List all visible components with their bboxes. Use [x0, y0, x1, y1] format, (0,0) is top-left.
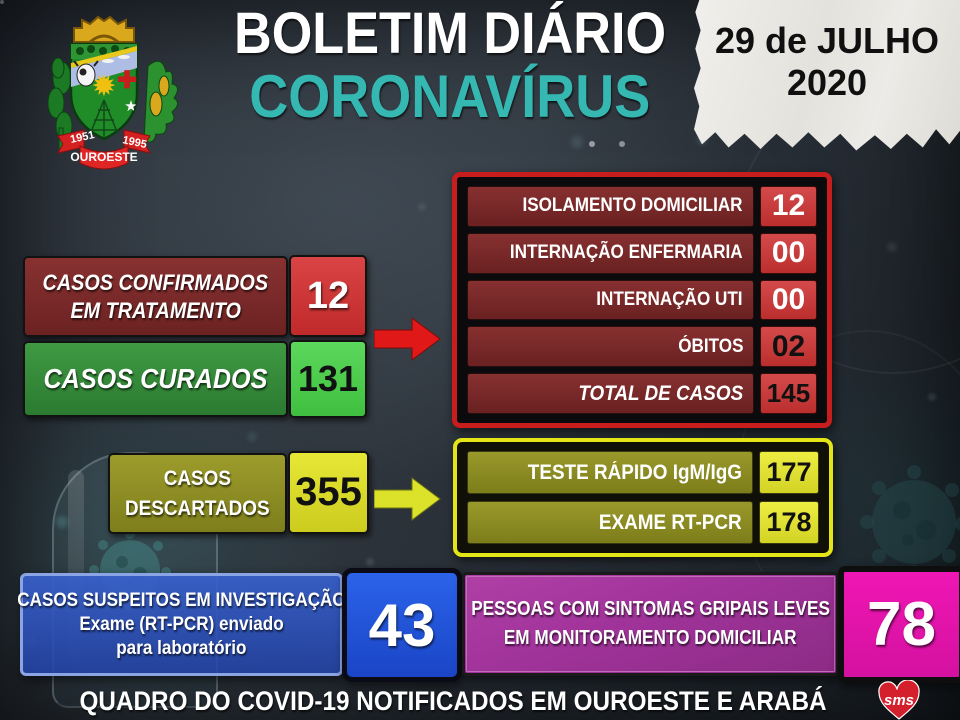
ouroeste-coat-of-arms: ✹ ✚ ★ 1951 1995 OUROESTE	[47, 15, 178, 170]
discarded-cases-card: CASOS DESCARTADOS	[108, 453, 287, 534]
row-label: INTERNAÇÃO UTI	[596, 288, 743, 310]
monitoring-line2: EM MONITORAMENTO DOMICILIAR	[504, 627, 797, 649]
footer-text: QUADRO DO COVID-19 NOTIFICADOS EM OUROES…	[79, 685, 827, 716]
row-label: ISOLAMENTO DOMICILIAR	[522, 195, 743, 217]
discarded-label-line2: DESCARTADOS	[125, 496, 270, 520]
row-label: TESTE RÁPIDO IgM/IgG	[527, 460, 742, 484]
crest-city-name: OUROESTE	[70, 150, 137, 164]
star-icon: ★	[124, 98, 137, 115]
yellow-arrow-icon	[374, 477, 441, 521]
crest-year-left: 1951	[69, 129, 95, 146]
page-title-line1: BOLETIM DIÁRIO	[233, 1, 667, 66]
red-arrow-icon	[374, 317, 441, 361]
sms-logo-text: sms	[884, 692, 914, 709]
cross-icon: ✚	[117, 67, 137, 94]
tests-table: TESTE RÁPIDO IgM/IgG 177 EXAME RT-PCR 17…	[453, 438, 833, 557]
row-value: 177	[759, 451, 819, 494]
sun-icon: ✹	[91, 70, 116, 103]
hospital-status-table: ISOLAMENTO DOMICILIAR 12 INTERNAÇÃO ENFE…	[452, 172, 832, 428]
table-row: TESTE RÁPIDO IgM/IgG 177	[467, 451, 819, 494]
table-row: ÓBITOS 02	[467, 326, 817, 368]
sms-heart-logo: sms	[878, 680, 920, 720]
row-value: 12	[760, 186, 817, 227]
table-row: ISOLAMENTO DOMICILIAR 12	[467, 186, 817, 227]
crest-year-right: 1995	[121, 134, 147, 151]
row-value: 02	[760, 326, 817, 368]
page-title-line2: CORONAVÍRUS	[249, 62, 651, 130]
cured-cases-value: 131	[289, 340, 367, 418]
suspects-line2: Exame (RT-PCR) enviado	[79, 613, 284, 635]
row-value: 178	[759, 501, 819, 544]
monitoring-value: 78	[838, 566, 960, 683]
suspects-line1: CASOS SUSPEITOS EM INVESTIGAÇÃO	[17, 589, 346, 611]
row-label: ÓBITOS	[677, 335, 743, 357]
row-label: EXAME RT-PCR	[599, 510, 742, 534]
table-row: INTERNAÇÃO ENFERMARIA 00	[467, 232, 817, 274]
row-value: 00	[760, 232, 817, 274]
date-line2: 2020	[786, 62, 868, 103]
date-line1: 29 de JULHO	[714, 20, 940, 61]
suspect-cases-card: CASOS SUSPEITOS EM INVESTIGAÇÃO Exame (R…	[17, 573, 346, 676]
cured-cases-card: CASOS CURADOS	[23, 341, 288, 417]
discarded-label-line1: CASOS	[163, 467, 232, 491]
confirmed-label-line2: EM TRATAMENTO	[70, 297, 241, 323]
cured-label: CASOS CURADOS	[43, 363, 268, 394]
row-value: 145	[760, 373, 817, 414]
table-row: INTERNAÇÃO UTI 00	[467, 279, 817, 321]
row-label: TOTAL DE CASOS	[578, 381, 743, 405]
row-value: 00	[760, 279, 817, 321]
suspects-line3: para laboratório	[116, 637, 247, 659]
monitoring-line1: PESSOAS COM SINTOMAS GRIPAIS LEVES	[471, 598, 830, 620]
suspect-cases-value: 43	[342, 568, 462, 682]
discarded-cases-value: 355	[288, 451, 369, 534]
confirmed-cases-value: 12	[289, 255, 367, 337]
confirmed-label-line1: CASOS CONFIRMADOS	[42, 270, 269, 295]
footer: QUADRO DO COVID-19 NOTIFICADOS EM OUROES…	[0, 680, 960, 720]
header-title: BOLETIM DIÁRIO CORONAVÍRUS	[190, 1, 710, 130]
confirmed-cases-card: CASOS CONFIRMADOS EM TRATAMENTO	[23, 256, 288, 337]
monitoring-card: PESSOAS COM SINTOMAS GRIPAIS LEVES EM MO…	[462, 572, 839, 676]
background-specks	[0, 0, 4, 4]
row-label: INTERNAÇÃO ENFERMARIA	[510, 242, 743, 264]
table-row: EXAME RT-PCR 178	[467, 501, 819, 544]
date-paper-note: 29 de JULHO 2020	[694, 0, 960, 151]
table-row: TOTAL DE CASOS 145	[467, 373, 817, 414]
